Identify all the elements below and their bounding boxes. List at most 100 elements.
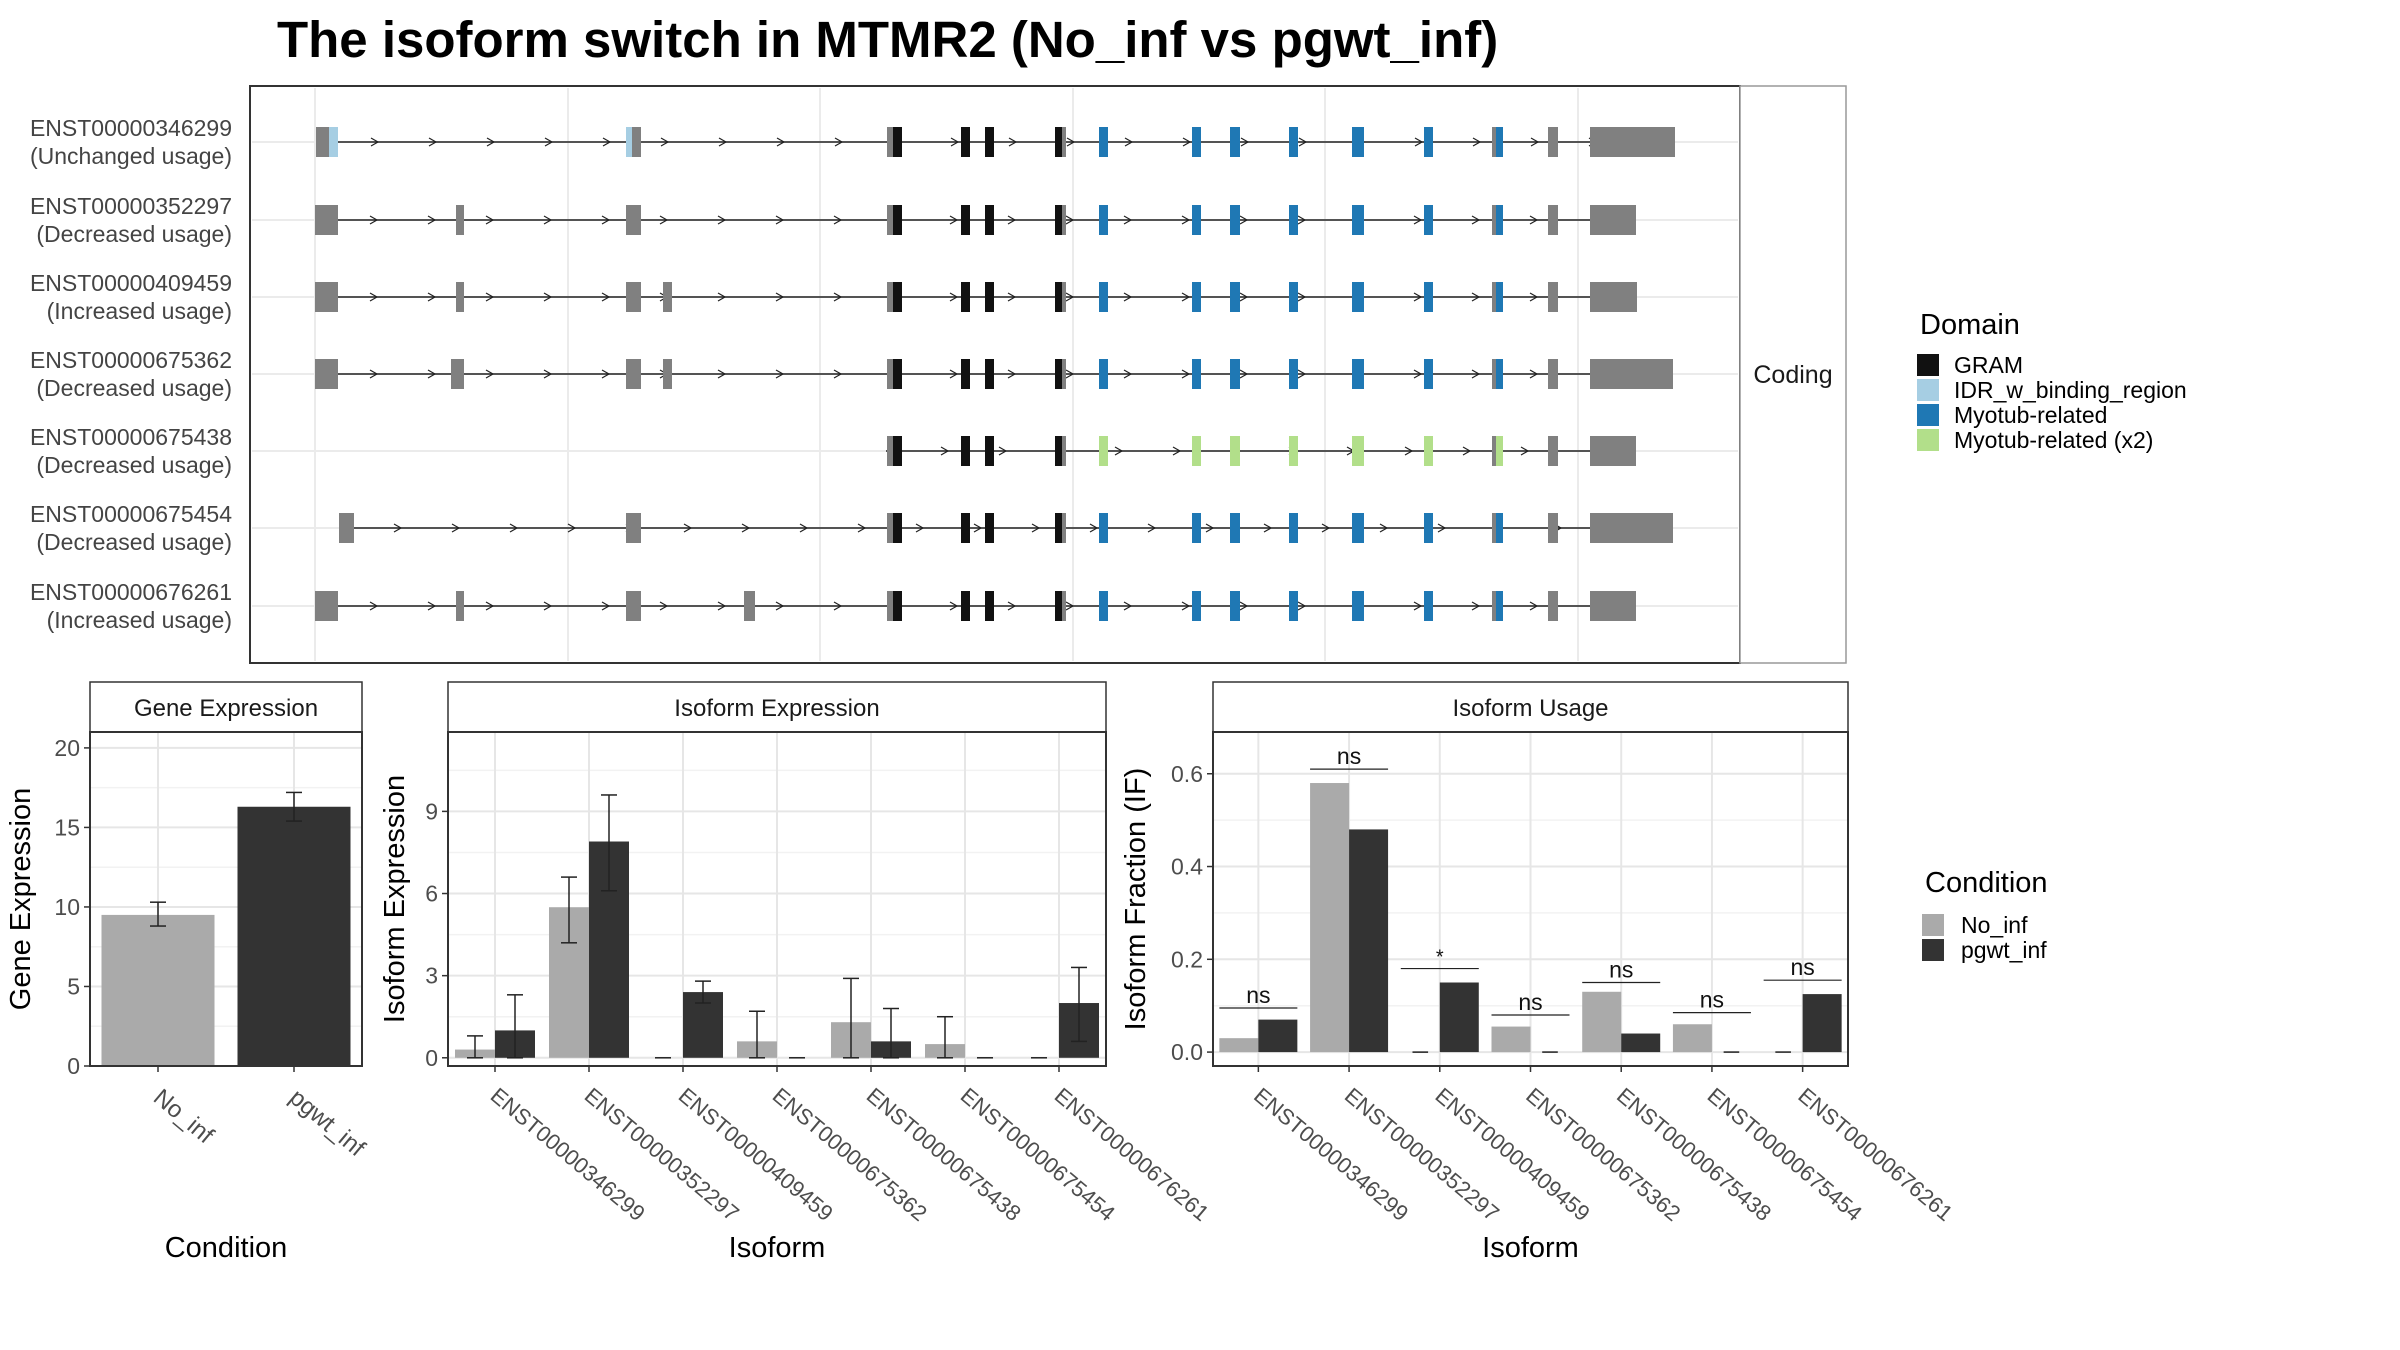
arrow-mark xyxy=(1413,369,1423,379)
arrow-mark xyxy=(601,215,611,225)
exon-myotub xyxy=(1099,282,1108,312)
transcript-id-label: ENST00000352297 xyxy=(30,193,232,219)
x-tick-label: No_inf xyxy=(148,1084,219,1149)
x-tick-label: ENST00000352297 xyxy=(580,1083,744,1226)
bar-No_inf xyxy=(1491,1026,1531,1053)
condition-label-1: pgwt_inf xyxy=(1961,937,2047,963)
exon-noncoding xyxy=(1548,436,1558,466)
exon-noncoding xyxy=(1062,591,1066,621)
arrow-mark xyxy=(659,601,669,611)
exon-utr xyxy=(1590,591,1636,621)
arrow-mark xyxy=(833,292,843,302)
exon-noncoding xyxy=(626,359,641,389)
arrow-mark xyxy=(915,523,925,533)
exon-noncoding xyxy=(1492,513,1498,543)
arrow-mark xyxy=(1404,446,1414,456)
exon-myotub xyxy=(1424,513,1433,543)
arrow-mark xyxy=(1298,137,1308,147)
plot-frame xyxy=(447,731,1107,1067)
bar-No_inf xyxy=(1310,783,1350,1053)
exon-myotub xyxy=(1352,359,1364,389)
arrow-mark xyxy=(1205,523,1215,533)
arrow-mark xyxy=(369,601,379,611)
exon-myotub xyxy=(1192,591,1201,621)
transcript-id-label: ENST00000409459 xyxy=(30,270,232,296)
arrow-mark xyxy=(717,369,727,379)
arrow-mark xyxy=(1031,523,1041,533)
exon-idr xyxy=(329,127,338,157)
arrow-mark xyxy=(1065,292,1075,302)
x-tick-label: ENST00000346299 xyxy=(1249,1083,1413,1226)
arrow-mark xyxy=(717,292,727,302)
arrow-mark xyxy=(1239,601,1249,611)
arrow-mark xyxy=(1263,523,1273,533)
exon-noncoding xyxy=(1548,513,1558,543)
arrow-mark xyxy=(543,601,553,611)
exon-gram xyxy=(893,359,902,389)
arrow-mark xyxy=(940,446,950,456)
arrow-mark xyxy=(683,523,693,533)
significance-label: ns xyxy=(1337,743,1361,769)
exon-noncoding xyxy=(887,436,895,466)
exon-gram xyxy=(961,359,970,389)
transcript-usage-label: (Increased usage) xyxy=(47,607,232,633)
exon-gram xyxy=(1055,513,1062,543)
exon-noncoding xyxy=(626,282,641,312)
exon-noncoding xyxy=(1492,205,1498,235)
exon-myotub xyxy=(1496,205,1503,235)
exon-noncoding xyxy=(626,513,641,543)
arrow-mark xyxy=(567,523,577,533)
exon-noncoding xyxy=(1492,436,1498,466)
arrow-mark xyxy=(833,369,843,379)
arrow-mark xyxy=(1123,601,1133,611)
exon-myotub xyxy=(1099,359,1108,389)
arrow-mark xyxy=(1297,292,1307,302)
arrow-mark xyxy=(1240,137,1250,147)
exon-noncoding xyxy=(887,205,895,235)
arrow-mark xyxy=(1529,292,1539,302)
exon-gram xyxy=(893,127,902,157)
arrow-mark xyxy=(427,369,437,379)
exon-myotub xyxy=(1289,359,1298,389)
arrow-mark xyxy=(543,292,553,302)
x-tick-label: ENST00000675438 xyxy=(1612,1083,1776,1226)
exon-gram xyxy=(961,591,970,621)
exon-gram xyxy=(1055,436,1062,466)
exon-gram xyxy=(1055,359,1062,389)
exon-myotub xyxy=(1424,282,1433,312)
exon-myotub xyxy=(1230,513,1240,543)
arrow-mark xyxy=(949,369,959,379)
exon-myotub xyxy=(1424,359,1433,389)
significance-label: ns xyxy=(1790,954,1814,980)
exon-gram xyxy=(985,127,994,157)
exon-utr xyxy=(1590,127,1675,157)
arrow-mark xyxy=(602,137,612,147)
x-axis-title: Condition xyxy=(165,1232,288,1264)
condition-legend-title: Condition xyxy=(1925,867,2048,899)
exon-noncoding xyxy=(315,591,338,621)
exon-noncoding xyxy=(1548,591,1558,621)
exon-myotub xyxy=(1289,205,1298,235)
arrow-mark xyxy=(451,523,461,533)
arrow-mark xyxy=(601,601,611,611)
x-tick-label: pgwt_inf xyxy=(284,1084,370,1162)
arrow-mark xyxy=(998,446,1008,456)
exon-gram xyxy=(893,436,902,466)
arrow-mark xyxy=(485,369,495,379)
exon-myotub_x2 xyxy=(1424,436,1433,466)
exon-noncoding xyxy=(451,359,464,389)
y-tick-label: 0.2 xyxy=(1171,946,1203,972)
transcript-ENST00000346299 xyxy=(316,127,1675,157)
arrow-mark xyxy=(1413,292,1423,302)
significance-label: ns xyxy=(1246,982,1270,1008)
arrow-mark xyxy=(1529,215,1539,225)
exon-noncoding xyxy=(887,513,895,543)
exon-noncoding xyxy=(744,591,755,621)
exon-myotub_x2 xyxy=(1352,436,1364,466)
exon-noncoding xyxy=(663,282,672,312)
exon-noncoding xyxy=(339,513,354,543)
arrow-mark xyxy=(1172,446,1182,456)
arrow-mark xyxy=(370,137,380,147)
bar-No_inf xyxy=(1582,991,1622,1053)
